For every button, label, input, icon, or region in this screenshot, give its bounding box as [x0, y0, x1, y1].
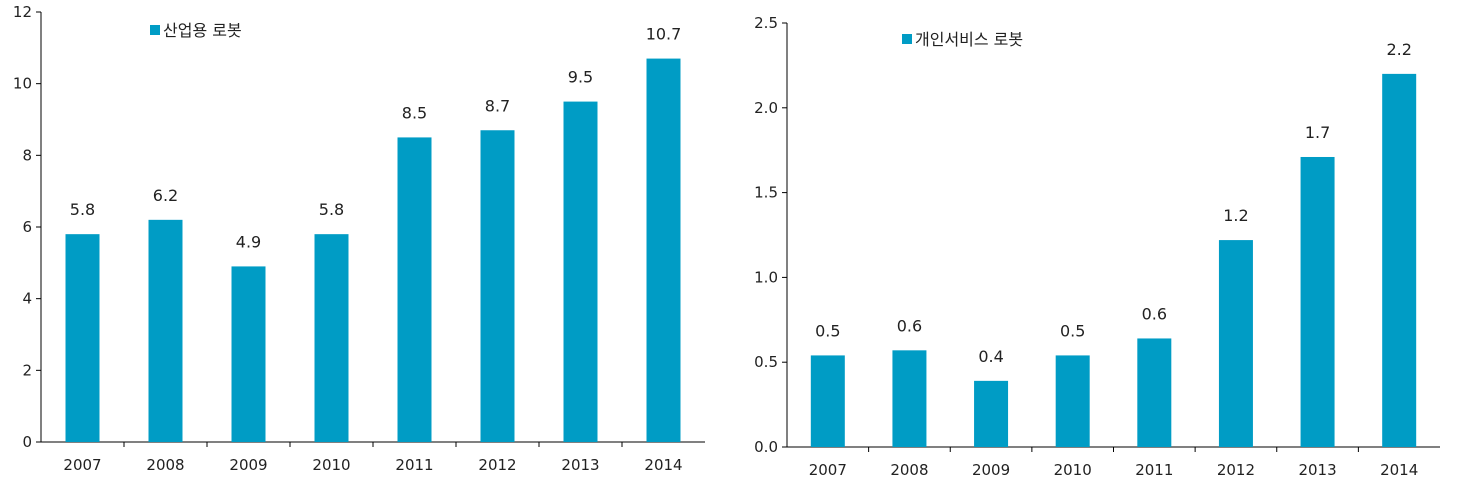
bar [646, 58, 681, 442]
y-tick-label: 1.0 [754, 268, 778, 286]
data-label: 2.2 [1386, 40, 1411, 59]
data-label: 1.7 [1305, 123, 1330, 142]
y-tick-label: 4 [22, 290, 32, 308]
legend-label: 산업용 로봇 [163, 21, 242, 40]
x-tick-label: 2012 [1217, 461, 1255, 479]
x-tick-label: 2009 [229, 456, 267, 474]
data-label: 1.2 [1223, 206, 1248, 225]
data-label: 4.9 [236, 232, 261, 251]
data-label: 0.4 [978, 347, 1003, 366]
data-label: 0.5 [815, 321, 840, 340]
data-label: 10.7 [646, 25, 682, 44]
x-tick-label: 2011 [395, 456, 433, 474]
bar [314, 234, 349, 442]
y-tick-label: 2.5 [754, 14, 778, 32]
bar [480, 130, 515, 442]
bar [65, 234, 100, 442]
y-tick-label: 2 [22, 361, 32, 379]
y-tick-label: 1.5 [754, 184, 778, 202]
data-label: 8.7 [485, 96, 510, 115]
x-tick-label: 2009 [972, 461, 1010, 479]
bar [397, 137, 432, 442]
y-tick-label: 12 [13, 3, 32, 21]
y-tick-label: 2.0 [754, 99, 778, 117]
bar [974, 380, 1009, 447]
data-label: 5.8 [319, 200, 344, 219]
x-tick-label: 2013 [1298, 461, 1336, 479]
y-tick-label: 10 [13, 75, 32, 93]
x-tick-label: 2007 [63, 456, 101, 474]
data-label: 6.2 [153, 186, 178, 205]
bar [1300, 156, 1335, 447]
data-label: 9.5 [568, 68, 593, 87]
x-tick-label: 2014 [644, 456, 682, 474]
x-tick-label: 2007 [809, 461, 847, 479]
data-label: 0.6 [1142, 304, 1167, 323]
x-tick-label: 2008 [890, 461, 928, 479]
x-tick-label: 2014 [1380, 461, 1418, 479]
legend-swatch [902, 34, 912, 44]
x-tick-label: 2013 [561, 456, 599, 474]
legend-label: 개인서비스 로봇 [915, 30, 1023, 49]
data-label: 5.8 [70, 200, 95, 219]
bar [892, 350, 927, 447]
data-label: 0.6 [897, 316, 922, 335]
data-label: 8.5 [402, 103, 427, 122]
bar [231, 266, 266, 442]
industrial-robot-chart: 0 2 4 6 8 10 12 5.8 2007 6.2 2008 4.9 2009 5.8 2010 8.5… [13, 3, 705, 474]
y-tick-label: 0 [22, 433, 32, 451]
y-tick-label: 6 [22, 218, 32, 236]
x-tick-label: 2008 [146, 456, 184, 474]
x-tick-label: 2010 [1054, 461, 1092, 479]
x-tick-label: 2012 [478, 456, 516, 474]
bar [1055, 355, 1090, 447]
bar [563, 101, 598, 442]
y-tick-label: 8 [22, 146, 32, 164]
y-tick-label: 0.0 [754, 438, 778, 456]
bar [1382, 73, 1417, 447]
personal-service-robot-chart: 0.0 0.5 1.0 1.5 2.0 2.5 0.5 2007 0.6 2008 0.4 2009 0… [754, 14, 1440, 479]
x-tick-label: 2010 [312, 456, 350, 474]
data-label: 0.5 [1060, 321, 1085, 340]
x-tick-label: 2011 [1135, 461, 1173, 479]
bar [1137, 338, 1172, 447]
bar [810, 355, 845, 447]
legend-swatch [150, 25, 160, 35]
bar [1218, 240, 1253, 447]
y-tick-label: 0.5 [754, 353, 778, 371]
bar [148, 219, 183, 442]
